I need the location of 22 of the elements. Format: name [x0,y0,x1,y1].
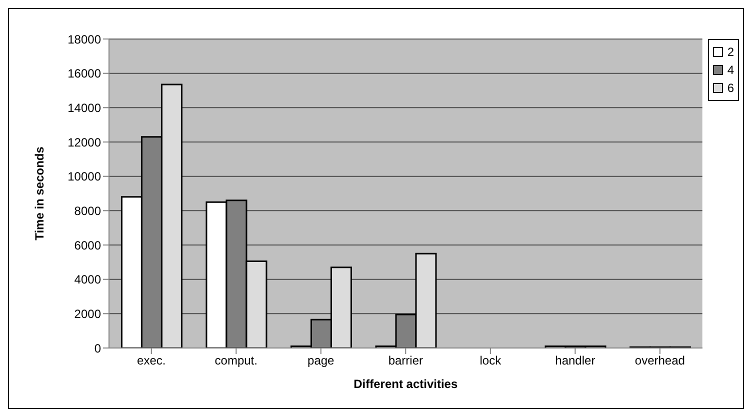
y-tick-label: 6000 [74,238,102,252]
x-tick-label: overhead [634,354,685,368]
x-axis-title: Different activities [354,377,458,391]
x-tick-label: page [308,354,335,368]
y-tick-label: 16000 [68,66,102,81]
y-tick-label: 14000 [68,100,102,115]
legend-label: 4 [727,62,734,79]
y-tick-label: 0 [94,341,102,356]
y-tick-label: 10000 [68,170,102,184]
x-tick-label: handler [555,354,596,368]
y-tick-label: 2000 [74,306,102,321]
y-axis-title: Time in seconds [32,146,46,240]
x-tick-label: lock [480,354,502,368]
legend-label: 2 [727,44,734,61]
y-tick-label: 4000 [74,272,102,287]
y-tick-label: 8000 [74,204,102,218]
x-tick-label: barrier [388,354,423,368]
x-tick-label: comput. [214,354,258,368]
legend-label: 6 [727,80,734,97]
x-tick-label: exec. [137,354,166,368]
y-tick-label: 12000 [68,135,102,150]
y-tick-label: 18000 [68,32,102,46]
